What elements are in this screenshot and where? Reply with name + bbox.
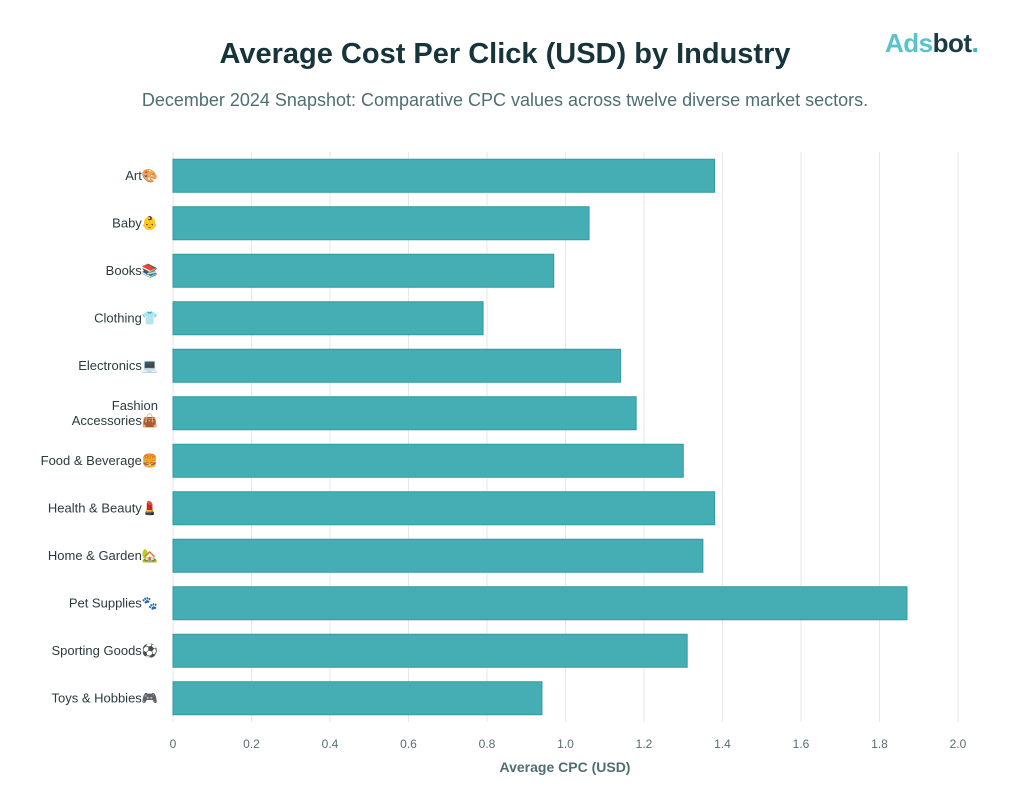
chart-title: Average Cost Per Click (USD) by Industry [219, 38, 791, 70]
x-tick-label: 1.0 [557, 737, 574, 751]
x-tick-label: 0.4 [322, 737, 339, 751]
category-label: Books📚 [106, 263, 158, 278]
adsbot-logo: Adsbot. [885, 28, 979, 59]
bar [172, 538, 704, 573]
logo-dot: . [971, 28, 979, 58]
category-label: Clothing👕 [94, 310, 158, 325]
x-tick-label: 0.8 [479, 737, 496, 751]
chart-subtitle: December 2024 Snapshot: Comparative CPC … [141, 90, 869, 110]
category-label: Health & Beauty💄 [48, 499, 158, 515]
category-label: Electronics💻 [78, 358, 158, 373]
logo-part-ads: Ads [885, 28, 933, 58]
x-tick-label: 1.2 [636, 737, 653, 751]
bar [172, 396, 637, 431]
x-tick-label: 0 [170, 737, 177, 751]
x-axis-title: Average CPC (USD) [500, 759, 631, 775]
logo-part-bot: bot [932, 28, 972, 58]
bar [172, 348, 621, 383]
x-tick-label: 2.0 [950, 737, 967, 751]
bar [172, 206, 590, 241]
category-label: Baby👶 [112, 215, 158, 230]
bar [172, 443, 684, 478]
bar [172, 586, 908, 621]
category-label: Pet Supplies🐾 [69, 595, 158, 610]
bar [172, 681, 543, 716]
category-label: Sporting Goods⚽ [51, 643, 158, 658]
bar [172, 491, 716, 526]
x-tick-label: 0.2 [243, 737, 260, 751]
category-label: Art🎨 [125, 167, 158, 183]
x-tick-label: 1.6 [793, 737, 810, 751]
category-label: Toys & Hobbies🎮 [51, 690, 158, 705]
category-label: Home & Garden🏡 [48, 548, 158, 563]
bar [172, 633, 688, 668]
category-label: Food & Beverage🍔 [41, 453, 158, 468]
bar [172, 301, 484, 336]
bar [172, 253, 555, 288]
x-tick-label: 1.8 [871, 737, 888, 751]
bar [172, 158, 716, 193]
x-tick-label: 1.4 [714, 737, 731, 751]
x-tick-label: 0.6 [400, 737, 417, 751]
category-label: Fashion [112, 398, 158, 413]
category-label: Accessories👜 [72, 413, 158, 428]
